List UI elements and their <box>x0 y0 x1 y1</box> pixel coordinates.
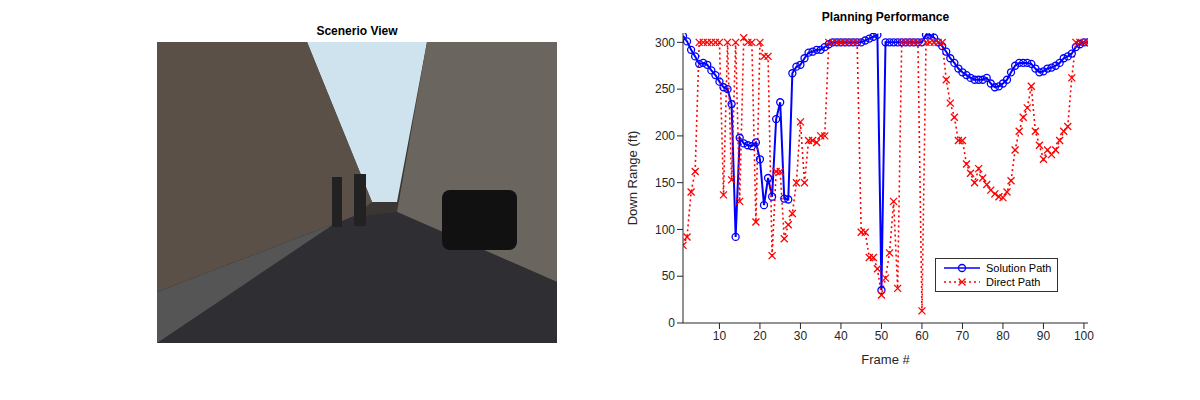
html-text:Planning Performance: Planning Performance <box>821 10 950 24</box>
svg-text:10: 10 <box>713 329 727 343</box>
svg-text:300: 300 <box>655 36 675 50</box>
svg-text:Down Range (ft): Down Range (ft) <box>625 131 640 226</box>
svg-text:20: 20 <box>753 329 767 343</box>
svg-text:70: 70 <box>956 329 970 343</box>
svg-text:Frame #: Frame # <box>861 352 910 367</box>
svg-text:90: 90 <box>1037 329 1051 343</box>
html-text:Solution Path: Solution Path <box>986 262 1052 274</box>
svg-text:250: 250 <box>655 82 675 96</box>
svg-text:80: 80 <box>996 329 1010 343</box>
svg-text:150: 150 <box>655 176 675 190</box>
svg-text:30: 30 <box>794 329 808 343</box>
svg-text:100: 100 <box>1074 329 1094 343</box>
html-text:Scenerio View: Scenerio View <box>316 24 398 38</box>
svg-text:50: 50 <box>662 269 676 283</box>
svg-text:50: 50 <box>875 329 889 343</box>
html-text:Direct Path: Direct Path <box>986 276 1041 288</box>
svg-text:40: 40 <box>834 329 848 343</box>
svg-text:200: 200 <box>655 129 675 143</box>
svg-text:0: 0 <box>668 316 675 330</box>
svg-text:100: 100 <box>655 223 675 237</box>
svg-text:60: 60 <box>915 329 929 343</box>
